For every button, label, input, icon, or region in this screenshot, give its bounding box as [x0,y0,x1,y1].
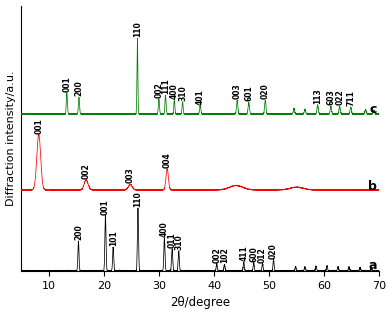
Text: 001: 001 [62,76,71,92]
Text: b: b [368,180,377,193]
Text: 603: 603 [327,89,336,105]
Text: 310: 310 [178,85,187,101]
Text: 101: 101 [109,230,118,246]
Text: 601: 601 [244,86,253,101]
Text: 020: 020 [269,243,278,259]
Text: 020: 020 [261,83,270,99]
Text: 200: 200 [74,80,83,96]
Text: 600: 600 [249,246,258,262]
Text: 011: 011 [168,232,177,248]
Text: 012: 012 [258,247,267,263]
Text: 711: 711 [346,90,355,106]
Text: 002: 002 [82,163,91,179]
Text: 400: 400 [170,83,179,99]
Text: 310: 310 [174,234,183,250]
Text: 111: 111 [161,78,170,94]
Text: 113: 113 [313,88,322,104]
Text: 110: 110 [133,21,142,37]
Text: 004: 004 [163,152,172,168]
Text: 411: 411 [239,245,248,261]
Text: 001: 001 [101,199,110,215]
Text: 200: 200 [74,224,83,240]
Y-axis label: Diffraction intensity/a.u.: Diffraction intensity/a.u. [5,71,16,206]
Text: 001: 001 [34,118,43,134]
Text: 400: 400 [160,221,169,237]
Text: 110: 110 [133,191,142,207]
Text: a: a [368,259,377,272]
Text: 102: 102 [220,248,229,263]
Text: 022: 022 [335,89,344,105]
Text: 003: 003 [126,168,135,183]
Text: 003: 003 [233,83,242,99]
X-axis label: 2θ/degree: 2θ/degree [170,296,230,309]
Text: 002: 002 [154,82,163,98]
Text: 002: 002 [212,247,221,263]
Text: 401: 401 [196,89,205,105]
Text: c: c [369,103,377,116]
